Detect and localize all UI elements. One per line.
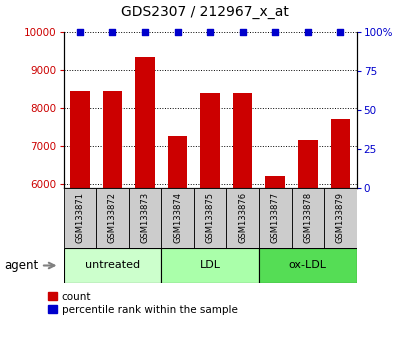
Text: GSM133872: GSM133872 [108, 192, 117, 243]
Point [142, 29, 148, 35]
Bar [200, 93, 219, 354]
Bar [258, 248, 356, 283]
Text: GSM133874: GSM133874 [173, 192, 182, 243]
Point [239, 29, 245, 35]
Bar [96, 188, 128, 248]
Point [304, 29, 310, 35]
Legend: count, percentile rank within the sample: count, percentile rank within the sample [48, 292, 237, 315]
Bar [63, 248, 161, 283]
Point [336, 29, 343, 35]
Bar [167, 136, 187, 354]
Bar [226, 188, 258, 248]
Point [206, 29, 213, 35]
Bar [128, 188, 161, 248]
Bar [265, 176, 284, 354]
Text: GSM133875: GSM133875 [205, 192, 214, 243]
Point [109, 29, 115, 35]
Point [76, 29, 83, 35]
Point [174, 29, 180, 35]
Text: ox-LDL: ox-LDL [288, 261, 326, 270]
Point [271, 29, 278, 35]
Text: GDS2307 / 212967_x_at: GDS2307 / 212967_x_at [121, 5, 288, 19]
Text: untreated: untreated [85, 261, 139, 270]
Text: GSM133878: GSM133878 [303, 192, 312, 243]
Bar [291, 188, 324, 248]
Text: GSM133876: GSM133876 [238, 192, 247, 243]
Text: LDL: LDL [199, 261, 220, 270]
Text: GSM133871: GSM133871 [75, 192, 84, 243]
Bar [193, 188, 226, 248]
Bar [70, 91, 90, 354]
Text: GSM133873: GSM133873 [140, 192, 149, 243]
Bar [102, 91, 122, 354]
Bar [63, 188, 96, 248]
Bar [330, 119, 349, 354]
Bar [161, 248, 258, 283]
Text: GSM133879: GSM133879 [335, 192, 344, 243]
Bar [258, 188, 291, 248]
Bar [232, 93, 252, 354]
Bar [135, 57, 154, 354]
Text: GSM133877: GSM133877 [270, 192, 279, 243]
Bar [161, 188, 193, 248]
Text: agent: agent [4, 259, 38, 272]
Bar [297, 140, 317, 354]
Bar [324, 188, 356, 248]
